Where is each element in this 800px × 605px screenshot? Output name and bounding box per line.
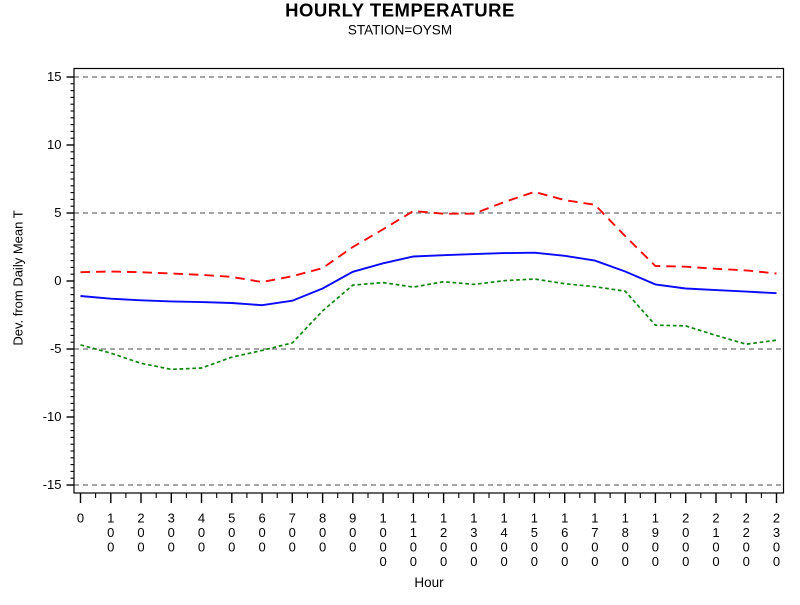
svg-text:7: 7 xyxy=(591,525,598,540)
svg-text:0: 0 xyxy=(470,540,477,555)
svg-text:0: 0 xyxy=(743,540,750,555)
svg-text:8: 8 xyxy=(319,511,326,526)
svg-text:1: 1 xyxy=(561,511,568,526)
svg-text:0: 0 xyxy=(470,554,477,569)
svg-text:3: 3 xyxy=(168,511,175,526)
svg-text:2: 2 xyxy=(712,511,719,526)
svg-text:2: 2 xyxy=(743,525,750,540)
svg-text:7: 7 xyxy=(289,511,296,526)
svg-text:2: 2 xyxy=(440,525,447,540)
svg-text:0: 0 xyxy=(349,525,356,540)
svg-text:0: 0 xyxy=(561,554,568,569)
svg-text:0: 0 xyxy=(591,540,598,555)
svg-text:0: 0 xyxy=(379,540,386,555)
svg-text:9: 9 xyxy=(652,525,659,540)
svg-text:0: 0 xyxy=(379,554,386,569)
svg-text:0: 0 xyxy=(773,540,780,555)
svg-text:0: 0 xyxy=(712,540,719,555)
svg-text:0: 0 xyxy=(379,525,386,540)
svg-text:0: 0 xyxy=(107,525,114,540)
svg-text:-5: -5 xyxy=(50,341,62,356)
svg-text:0: 0 xyxy=(349,540,356,555)
svg-text:3: 3 xyxy=(773,525,780,540)
svg-text:2: 2 xyxy=(773,511,780,526)
svg-text:0: 0 xyxy=(258,525,265,540)
svg-text:0: 0 xyxy=(258,540,265,555)
svg-text:0: 0 xyxy=(652,554,659,569)
svg-text:5: 5 xyxy=(228,511,235,526)
svg-text:1: 1 xyxy=(652,511,659,526)
svg-text:5: 5 xyxy=(54,205,61,220)
svg-text:0: 0 xyxy=(77,511,84,526)
svg-text:0: 0 xyxy=(440,554,447,569)
svg-text:0: 0 xyxy=(652,540,659,555)
svg-text:1: 1 xyxy=(531,511,538,526)
svg-text:9: 9 xyxy=(349,511,356,526)
svg-text:0: 0 xyxy=(743,554,750,569)
svg-text:0: 0 xyxy=(773,554,780,569)
svg-text:0: 0 xyxy=(591,554,598,569)
svg-text:0: 0 xyxy=(622,554,629,569)
svg-text:Dev. from Daily Mean T: Dev. from Daily Mean T xyxy=(11,210,26,345)
svg-text:HOURLY TEMPERATURE: HOURLY TEMPERATURE xyxy=(285,0,515,21)
svg-text:0: 0 xyxy=(410,540,417,555)
svg-text:10: 10 xyxy=(47,137,61,152)
svg-text:2: 2 xyxy=(682,511,689,526)
svg-text:0: 0 xyxy=(500,554,507,569)
svg-text:1: 1 xyxy=(622,511,629,526)
svg-text:0: 0 xyxy=(622,540,629,555)
svg-text:2: 2 xyxy=(743,511,750,526)
svg-text:1: 1 xyxy=(379,511,386,526)
svg-text:1: 1 xyxy=(470,511,477,526)
svg-text:0: 0 xyxy=(500,540,507,555)
svg-text:0: 0 xyxy=(198,540,205,555)
svg-text:1: 1 xyxy=(107,511,114,526)
svg-text:Hour: Hour xyxy=(414,575,444,590)
svg-text:0: 0 xyxy=(319,525,326,540)
svg-text:1: 1 xyxy=(440,511,447,526)
svg-text:-10: -10 xyxy=(43,409,62,424)
svg-text:1: 1 xyxy=(500,511,507,526)
svg-text:1: 1 xyxy=(712,525,719,540)
svg-text:0: 0 xyxy=(198,525,205,540)
svg-text:15: 15 xyxy=(47,69,61,84)
svg-text:0: 0 xyxy=(319,540,326,555)
svg-text:0: 0 xyxy=(682,540,689,555)
svg-text:4: 4 xyxy=(198,511,205,526)
svg-text:1: 1 xyxy=(591,511,598,526)
svg-text:1: 1 xyxy=(410,525,417,540)
svg-text:0: 0 xyxy=(440,540,447,555)
svg-text:0: 0 xyxy=(137,540,144,555)
svg-text:0: 0 xyxy=(712,554,719,569)
svg-text:0: 0 xyxy=(531,540,538,555)
svg-text:0: 0 xyxy=(228,540,235,555)
svg-text:0: 0 xyxy=(682,525,689,540)
svg-text:5: 5 xyxy=(531,525,538,540)
svg-text:0: 0 xyxy=(682,554,689,569)
svg-text:0: 0 xyxy=(289,540,296,555)
svg-text:-15: -15 xyxy=(43,477,62,492)
svg-text:0: 0 xyxy=(228,525,235,540)
svg-text:3: 3 xyxy=(470,525,477,540)
svg-text:0: 0 xyxy=(137,525,144,540)
svg-text:1: 1 xyxy=(410,511,417,526)
svg-text:0: 0 xyxy=(107,540,114,555)
svg-text:0: 0 xyxy=(168,525,175,540)
svg-text:6: 6 xyxy=(258,511,265,526)
svg-text:STATION=OYSM: STATION=OYSM xyxy=(348,23,452,38)
svg-text:6: 6 xyxy=(561,525,568,540)
svg-text:4: 4 xyxy=(500,525,507,540)
svg-text:0: 0 xyxy=(168,540,175,555)
svg-text:2: 2 xyxy=(137,511,144,526)
svg-text:0: 0 xyxy=(54,273,61,288)
svg-text:0: 0 xyxy=(410,554,417,569)
svg-text:0: 0 xyxy=(289,525,296,540)
svg-text:0: 0 xyxy=(531,554,538,569)
svg-text:0: 0 xyxy=(561,540,568,555)
svg-text:8: 8 xyxy=(622,525,629,540)
